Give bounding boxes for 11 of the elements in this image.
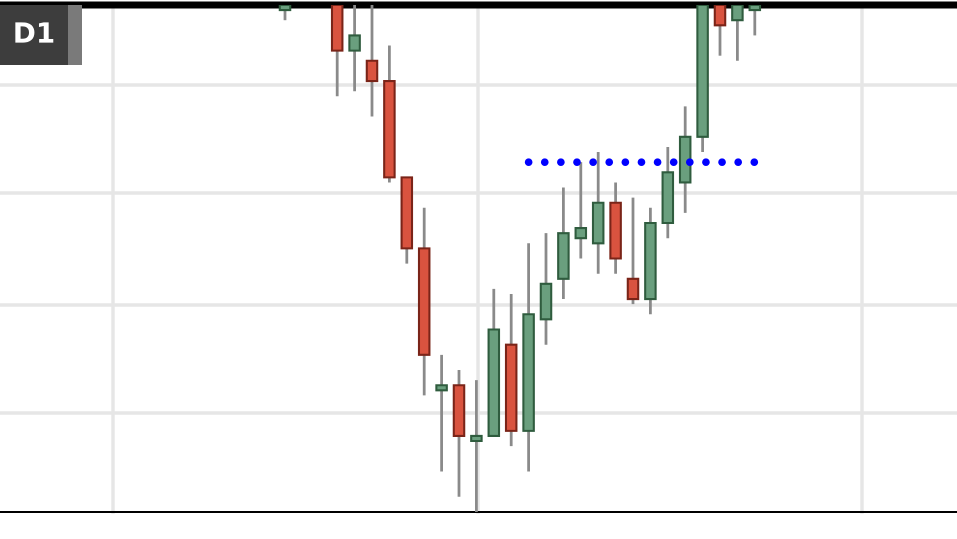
- candlestick: [714, 5, 726, 58]
- candlestick: [626, 196, 640, 306]
- candlestick: [278, 5, 292, 22]
- candlestick: [348, 5, 361, 93]
- candlestick: [731, 5, 744, 62]
- text: D1: [15, 22, 54, 43]
- candlestick: [435, 353, 448, 473]
- candlestick: [470, 378, 483, 512]
- candlestick: [574, 160, 588, 260]
- candlestick: [748, 5, 762, 37]
- candlestick: [366, 5, 378, 118]
